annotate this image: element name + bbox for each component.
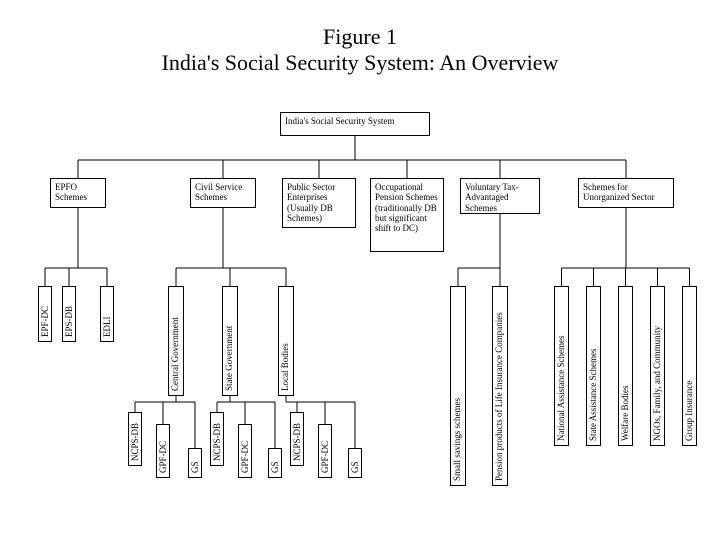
unorg-child-2: Welfare Bodies xyxy=(618,286,633,446)
l2-epfo: EPFO Schemes xyxy=(50,178,106,208)
root-node: India's Social Security System xyxy=(280,112,430,136)
local-child-1: GPF-DC xyxy=(318,424,332,478)
l2-unorg: Schemes for Unorganized Sector xyxy=(578,178,674,208)
l2-occ: Occupational Pension Schemes (traditiona… xyxy=(370,178,444,252)
unorg-child-1: State Assistance Schemes xyxy=(586,286,601,446)
civil-child-2: Local Bodies xyxy=(278,286,294,396)
state-child-2: GS xyxy=(268,448,282,478)
title-line1: Figure 1 xyxy=(0,24,720,50)
figure-title: Figure 1 India's Social Security System:… xyxy=(0,0,720,76)
l2-vol: Voluntary Tax-Advantaged Schemes xyxy=(460,178,540,214)
epfo-child-1: EPS-DB xyxy=(62,286,76,342)
civil-child-1: State Government xyxy=(222,286,238,396)
unorg-child-0: National Assistance Schemes xyxy=(554,286,569,446)
epfo-child-0: EPF-DC xyxy=(38,286,52,342)
title-line2: India's Social Security System: An Overv… xyxy=(0,50,720,76)
epfo-child-2: EDLI xyxy=(100,286,114,342)
civil-child-0: Central Government xyxy=(168,286,184,396)
state-child-1: GPF-DC xyxy=(238,424,252,478)
central-child-1: GPF-DC xyxy=(156,424,170,478)
unorg-child-3: NGOs, Family, and Community xyxy=(650,286,665,446)
central-child-0: NCPS-DB xyxy=(128,412,142,466)
local-child-0: NCPS-DB xyxy=(290,412,304,466)
central-child-2: GS xyxy=(188,448,202,478)
vol-child-1: Pension products of Life Insurance Compa… xyxy=(492,286,508,486)
state-child-0: NCPS-DB xyxy=(210,412,224,466)
l2-pse: Public Sector Enterprises (Usually DB Sc… xyxy=(282,178,356,228)
unorg-child-4: Group Insurance xyxy=(682,286,697,446)
vol-child-0: Small savings schemes xyxy=(450,286,466,486)
l2-civil: Civil Service Schemes xyxy=(190,178,256,208)
local-child-2: GS xyxy=(348,448,362,478)
